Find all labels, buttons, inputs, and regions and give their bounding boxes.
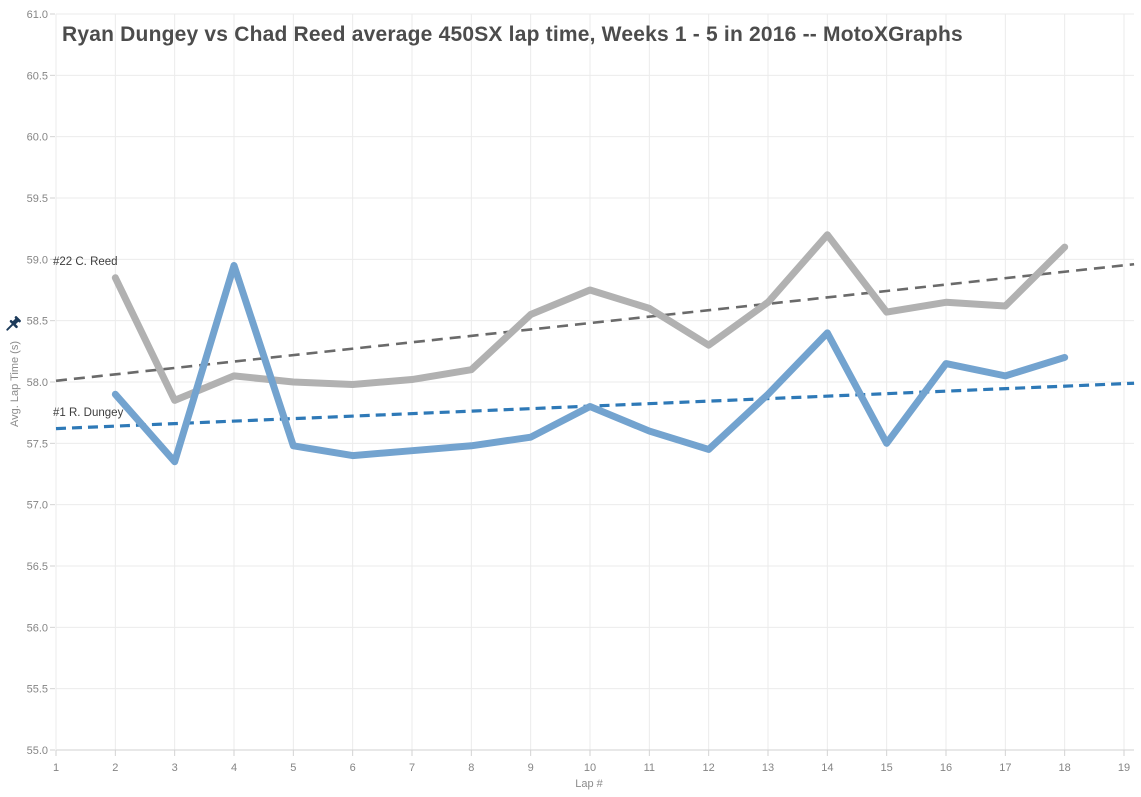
x-tick-label: 17 <box>999 762 1011 774</box>
y-tick-label: 57.0 <box>27 500 48 512</box>
x-tick-label: 5 <box>290 762 296 774</box>
x-tick-label: 7 <box>409 762 415 774</box>
y-tick-label: 60.0 <box>27 132 48 144</box>
x-tick-label: 1 <box>53 762 59 774</box>
y-tick-label: 60.5 <box>27 70 48 82</box>
x-tick-label: 8 <box>468 762 474 774</box>
trendline-reed-trend[interactable] <box>55 262 1135 383</box>
y-axis-title: Avg. Lap Time (s) <box>9 341 21 427</box>
pushpin-icon[interactable] <box>4 315 22 333</box>
x-tick-label: 10 <box>584 762 596 774</box>
x-tick-label: 16 <box>940 762 952 774</box>
x-tick-label: 19 <box>1118 762 1130 774</box>
x-tick-label: 18 <box>1059 762 1071 774</box>
x-tick-label: 3 <box>172 762 178 774</box>
y-tick-label: 58.0 <box>27 377 48 389</box>
x-tick-label: 14 <box>821 762 833 774</box>
y-tick-label: 56.5 <box>27 561 48 573</box>
x-tick-label: 11 <box>644 762 655 774</box>
annotation-reed[interactable]: #22 C. Reed <box>53 256 118 268</box>
x-tick-label: 6 <box>350 762 356 774</box>
series-line-dungey[interactable] <box>111 261 1069 466</box>
y-tick-label: 57.5 <box>27 438 48 450</box>
x-tick-label: 13 <box>762 762 774 774</box>
y-tick-label: 55.0 <box>27 745 48 757</box>
x-tick-label: 2 <box>112 762 118 774</box>
chart-title: Ryan Dungey vs Chad Reed average 450SX l… <box>62 23 963 46</box>
trendline-dungey-trend[interactable] <box>55 381 1135 431</box>
y-tick-label: 61.0 <box>27 9 48 21</box>
x-tick-label: 4 <box>231 762 237 774</box>
x-tick-label: 15 <box>881 762 893 774</box>
x-tick-label: 9 <box>528 762 534 774</box>
y-tick-label: 59.5 <box>27 193 48 205</box>
x-tick-label: 12 <box>703 762 715 774</box>
y-tick-label: 56.0 <box>27 622 48 634</box>
y-tick-label: 59.0 <box>27 254 48 266</box>
annotation-dungey[interactable]: #1 R. Dungey <box>53 407 124 419</box>
y-tick-label: 58.5 <box>27 316 48 328</box>
y-tick-label: 55.5 <box>27 684 48 696</box>
x-axis-title: Lap # <box>575 778 603 790</box>
